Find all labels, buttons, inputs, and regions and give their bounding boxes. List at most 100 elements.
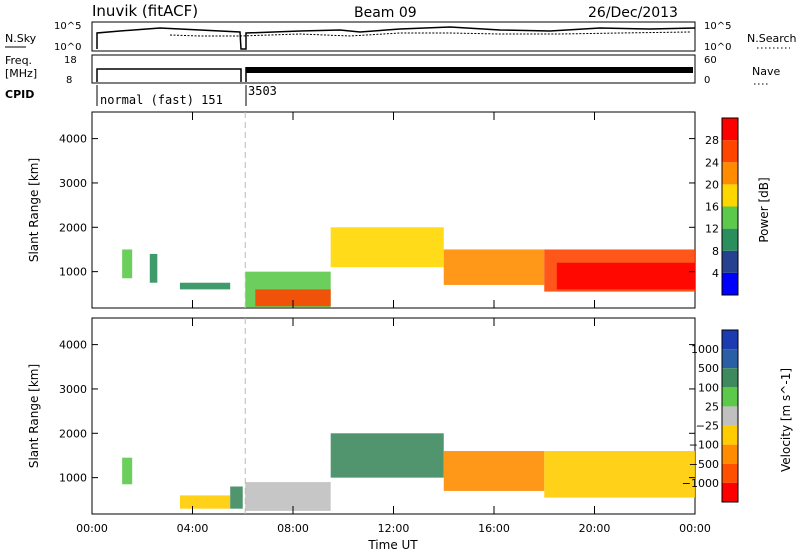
nsearch-label: N.Search	[747, 32, 797, 45]
velocity-colorbar-tick-label: 1000	[691, 343, 719, 356]
velocity-echo-region	[544, 451, 695, 498]
nave-tick-bottom: 0	[704, 75, 710, 86]
freq-label: Freq.	[5, 54, 32, 67]
cpid-label: CPID	[5, 88, 34, 101]
power-echo-region	[179, 282, 231, 290]
nsky-trace	[96, 26, 696, 50]
power-colorbar-tick-label: 24	[705, 156, 719, 169]
nsky-tick-bottom: 10^0	[54, 42, 81, 53]
velocity-colorbar-tick-label: 100	[698, 381, 719, 394]
velocity-echo-region	[443, 451, 545, 491]
velocity-colorbar-segment	[722, 349, 738, 369]
velocity-colorbar-tick-label: −25	[696, 420, 719, 433]
freq-dense-trace	[246, 67, 693, 73]
y-tick-label: 1000	[59, 266, 87, 279]
station-title: Inuvik (fitACF)	[92, 2, 198, 20]
velocity-colorbar-tick-label: −100	[689, 439, 719, 452]
power-echo-region	[330, 227, 444, 268]
velocity-echo-region	[245, 482, 331, 511]
power-echo-region	[122, 249, 133, 279]
x-tick-label: 20:00	[579, 522, 611, 535]
nsky-label: N.Sky	[5, 32, 37, 45]
nave-label: Nave	[752, 65, 780, 78]
date-title: 26/Dec/2013	[588, 5, 678, 21]
velocity-colorbar-tick-label: −500	[689, 458, 719, 471]
velocity-colorbar: Velocity [m s^-1] 1000 500 100 25 −25 −100 −50…	[682, 329, 793, 503]
freq-trace	[96, 68, 242, 82]
power-ylabel: Slant Range [km]	[27, 158, 41, 262]
power-colorbar-segment	[722, 228, 738, 251]
power-colorbar-segment	[722, 250, 738, 273]
x-tick-label: 16:00	[478, 522, 510, 535]
power-colorbar: Power [dB] 4 8 12 16 20 24 28	[705, 117, 771, 296]
nsearch-tick-bottom: 10^0	[704, 42, 731, 53]
power-colorbar-label: Power [dB]	[757, 177, 771, 242]
power-echo-region	[149, 253, 158, 283]
velocity-colorbar-segment	[722, 482, 738, 502]
x-axis-label: Time UT	[367, 538, 418, 552]
power-panel: Slant Range [km] 1000 2000 3000 4000	[27, 111, 696, 309]
power-echo-region	[556, 262, 695, 290]
nsearch-tick-top: 10^5	[704, 21, 731, 32]
x-tick-label: 08:00	[277, 522, 309, 535]
power-colorbar-tick-label: 16	[705, 201, 719, 214]
cpid-panel: CPID normal (fast) 151 3503	[5, 84, 277, 107]
velocity-colorbar-tick-label: 500	[698, 362, 719, 375]
beam-title: Beam 09	[354, 5, 417, 21]
cpid-label-3503: 3503	[248, 84, 277, 98]
y-tick-label: 1000	[59, 472, 87, 485]
power-colorbar-frame	[721, 117, 739, 296]
power-colorbar-segment	[722, 206, 738, 229]
nsky-tick-top: 10^5	[54, 21, 81, 32]
power-echo-region	[255, 289, 331, 307]
velocity-colorbar-frame	[721, 329, 739, 503]
power-colorbar-tick-label: 12	[705, 223, 719, 236]
power-colorbar-tick-label: 20	[705, 178, 719, 191]
velocity-echo-region	[122, 457, 133, 485]
y-tick-label: 4000	[59, 133, 87, 146]
x-axis: 00:00 04:00 08:00 12:00 16:00 20:00 00:00	[76, 522, 711, 535]
velocity-colorbar-tick-label: 25	[705, 400, 719, 413]
velocity-echo-region	[179, 495, 231, 509]
y-tick-label: 4000	[59, 339, 87, 352]
x-tick-label: 00:00	[679, 522, 711, 535]
y-tick-label: 3000	[59, 177, 87, 190]
power-colorbar-segment	[722, 272, 738, 295]
nsky-panel: N.Sky 10^5 10^0 N.Search 10^5 10^0	[5, 21, 797, 53]
velocity-echo-region	[230, 486, 243, 509]
velocity-ylabel: Slant Range [km]	[27, 364, 41, 468]
x-tick-label: 12:00	[378, 522, 410, 535]
x-tick-label: 00:00	[76, 522, 108, 535]
nave-tick-top: 60	[704, 55, 717, 66]
velocity-colorbar-segment	[722, 368, 738, 388]
y-tick-label: 3000	[59, 383, 87, 396]
power-colorbar-tick-label: 4	[712, 267, 719, 280]
velocity-colorbar-segment	[722, 444, 738, 464]
power-colorbar-tick-label: 8	[712, 245, 719, 258]
velocity-colorbar-tick-label: −1000	[682, 477, 719, 490]
y-tick-label: 2000	[59, 427, 87, 440]
velocity-colorbar-segment	[722, 330, 738, 350]
velocity-panel: Slant Range [km] 1000 2000 3000 4000	[27, 317, 696, 515]
velocity-colorbar-segment	[722, 406, 738, 426]
power-colorbar-segment	[722, 162, 738, 185]
x-tick-label: 04:00	[177, 522, 209, 535]
freq-unit-label: [MHz]	[5, 67, 37, 80]
y-tick-label: 2000	[59, 221, 87, 234]
cpid-label-normal: normal (fast) 151	[100, 93, 223, 107]
power-colorbar-segment	[722, 184, 738, 207]
velocity-colorbar-segment	[722, 463, 738, 483]
velocity-echo-region	[330, 433, 444, 478]
freq-tick-bottom: 8	[66, 75, 72, 86]
power-colorbar-tick-label: 28	[705, 134, 719, 147]
power-colorbar-segment	[722, 118, 738, 141]
velocity-colorbar-label: Velocity [m s^-1]	[779, 368, 793, 472]
velocity-colorbar-segment	[722, 425, 738, 445]
velocity-colorbar-segment	[722, 387, 738, 407]
power-echo-region	[443, 249, 545, 285]
power-colorbar-segment	[722, 140, 738, 163]
nsearch-trace	[169, 31, 691, 37]
freq-tick-top: 18	[64, 55, 77, 66]
freq-panel: Freq. [MHz] 18 8 Nave 60 0	[5, 54, 780, 86]
